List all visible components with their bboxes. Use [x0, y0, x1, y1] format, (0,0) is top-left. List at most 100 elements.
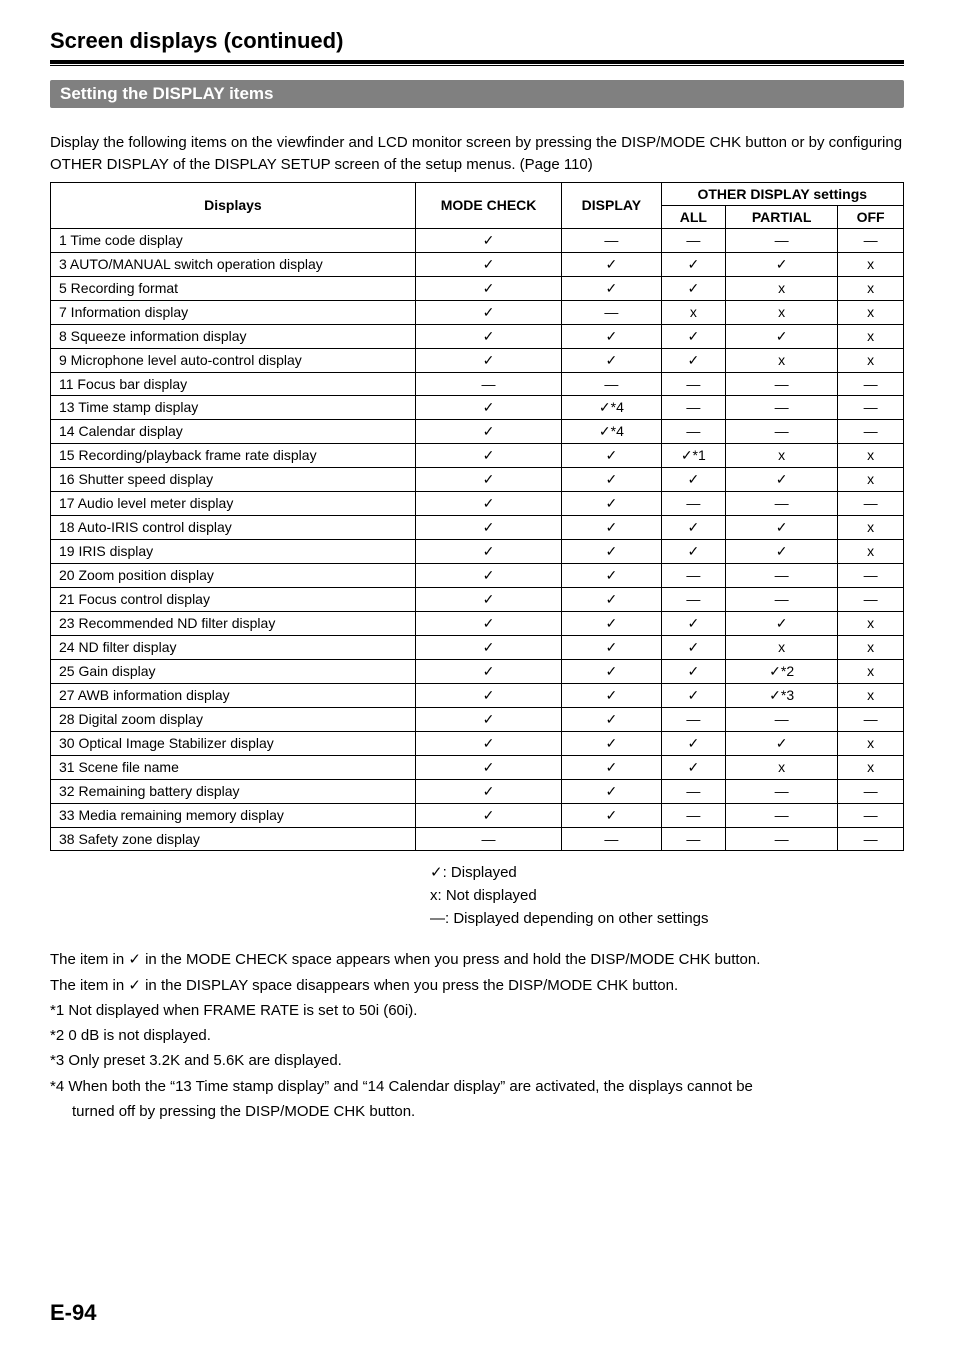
cell-mc: ✓ [415, 707, 561, 731]
cell-mc: ✓ [415, 252, 561, 276]
cell-p: ✓ [726, 611, 838, 635]
row-label: 17 Audio level meter display [51, 491, 416, 515]
th-displays: Displays [51, 182, 416, 228]
row-label: 23 Recommended ND filter display [51, 611, 416, 635]
table-row: 11 Focus bar display————— [51, 372, 904, 395]
cell-off: x [838, 611, 904, 635]
row-label: 31 Scene file name [51, 755, 416, 779]
cell-off: — [838, 491, 904, 515]
table-row: 9 Microphone level auto-control display✓… [51, 348, 904, 372]
section-heading: Setting the DISPLAY items [50, 80, 904, 108]
cell-mc: ✓ [415, 348, 561, 372]
cell-d: ✓ [562, 635, 661, 659]
cell-p: ✓ [726, 731, 838, 755]
cell-d: ✓ [562, 563, 661, 587]
cell-off: — [838, 419, 904, 443]
note-star2: *2 0 dB is not displayed. [50, 1024, 904, 1047]
cell-all: ✓ [661, 611, 726, 635]
th-other: OTHER DISPLAY settings [661, 182, 904, 205]
cell-p: ✓*2 [726, 659, 838, 683]
cell-mc: ✓ [415, 563, 561, 587]
cell-all: — [661, 491, 726, 515]
th-mode-check: MODE CHECK [415, 182, 561, 228]
cell-d: ✓ [562, 659, 661, 683]
row-label: 32 Remaining battery display [51, 779, 416, 803]
th-all: ALL [661, 205, 726, 228]
cell-all: ✓ [661, 252, 726, 276]
cell-mc: — [415, 372, 561, 395]
table-row: 13 Time stamp display✓✓*4——— [51, 395, 904, 419]
cell-d: ✓ [562, 587, 661, 611]
cell-all: ✓ [661, 324, 726, 348]
cell-d: ✓*4 [562, 395, 661, 419]
cell-p: — [726, 419, 838, 443]
th-partial: PARTIAL [726, 205, 838, 228]
note-star4-line2: turned off by pressing the DISP/MODE CHK… [50, 1100, 904, 1123]
cell-d: ✓ [562, 491, 661, 515]
note-display: The item in ✓ in the DISPLAY space disap… [50, 974, 904, 997]
cell-off: x [838, 683, 904, 707]
cell-mc: ✓ [415, 324, 561, 348]
cell-p: — [726, 563, 838, 587]
table-row: 16 Shutter speed display✓✓✓✓x [51, 467, 904, 491]
cell-d: ✓ [562, 779, 661, 803]
table-row: 38 Safety zone display————— [51, 827, 904, 850]
note-star3: *3 Only preset 3.2K and 5.6K are display… [50, 1049, 904, 1072]
table-row: 25 Gain display✓✓✓✓*2x [51, 659, 904, 683]
cell-all: — [661, 707, 726, 731]
cell-off: — [838, 587, 904, 611]
row-label: 27 AWB information display [51, 683, 416, 707]
cell-p: ✓ [726, 252, 838, 276]
note-star1: *1 Not displayed when FRAME RATE is set … [50, 999, 904, 1022]
row-label: 18 Auto-IRIS control display [51, 515, 416, 539]
cell-p: ✓ [726, 467, 838, 491]
cell-d: ✓ [562, 755, 661, 779]
cell-mc: ✓ [415, 683, 561, 707]
row-label: 7 Information display [51, 300, 416, 324]
cell-p: x [726, 635, 838, 659]
cell-p: — [726, 491, 838, 515]
cell-p: ✓ [726, 324, 838, 348]
table-row: 14 Calendar display✓✓*4——— [51, 419, 904, 443]
row-label: 11 Focus bar display [51, 372, 416, 395]
cell-mc: ✓ [415, 443, 561, 467]
legend-line-depending: —: Displayed depending on other settings [430, 907, 904, 930]
row-label: 38 Safety zone display [51, 827, 416, 850]
row-label: 19 IRIS display [51, 539, 416, 563]
cell-mc: ✓ [415, 539, 561, 563]
table-row: 23 Recommended ND filter display✓✓✓✓x [51, 611, 904, 635]
page-number: E-94 [50, 1300, 96, 1326]
table-row: 5 Recording format✓✓✓xx [51, 276, 904, 300]
display-settings-table: Displays MODE CHECK DISPLAY OTHER DISPLA… [50, 182, 904, 851]
cell-off: x [838, 252, 904, 276]
cell-all: — [661, 587, 726, 611]
cell-off: — [838, 395, 904, 419]
note-mode-check: The item in ✓ in the MODE CHECK space ap… [50, 948, 904, 971]
legend-line-displayed: ✓: Displayed [430, 861, 904, 884]
cell-off: — [838, 228, 904, 252]
cell-d: — [562, 228, 661, 252]
cell-all: — [661, 228, 726, 252]
intro-text: Display the following items on the viewf… [50, 132, 904, 176]
cell-mc: ✓ [415, 395, 561, 419]
cell-all: ✓ [661, 539, 726, 563]
cell-d: ✓*4 [562, 419, 661, 443]
row-label: 15 Recording/playback frame rate display [51, 443, 416, 467]
title-rule [50, 60, 904, 66]
cell-d: ✓ [562, 707, 661, 731]
cell-d: ✓ [562, 731, 661, 755]
cell-mc: ✓ [415, 779, 561, 803]
cell-mc: ✓ [415, 515, 561, 539]
cell-p: — [726, 395, 838, 419]
cell-p: — [726, 779, 838, 803]
cell-d: ✓ [562, 539, 661, 563]
row-label: 24 ND filter display [51, 635, 416, 659]
cell-p: ✓*3 [726, 683, 838, 707]
cell-off: x [838, 324, 904, 348]
table-row: 24 ND filter display✓✓✓xx [51, 635, 904, 659]
cell-all: ✓ [661, 515, 726, 539]
cell-all: ✓ [661, 683, 726, 707]
note-star4-line1: *4 When both the “13 Time stamp display”… [50, 1075, 904, 1098]
table-row: 32 Remaining battery display✓✓——— [51, 779, 904, 803]
row-label: 30 Optical Image Stabilizer display [51, 731, 416, 755]
